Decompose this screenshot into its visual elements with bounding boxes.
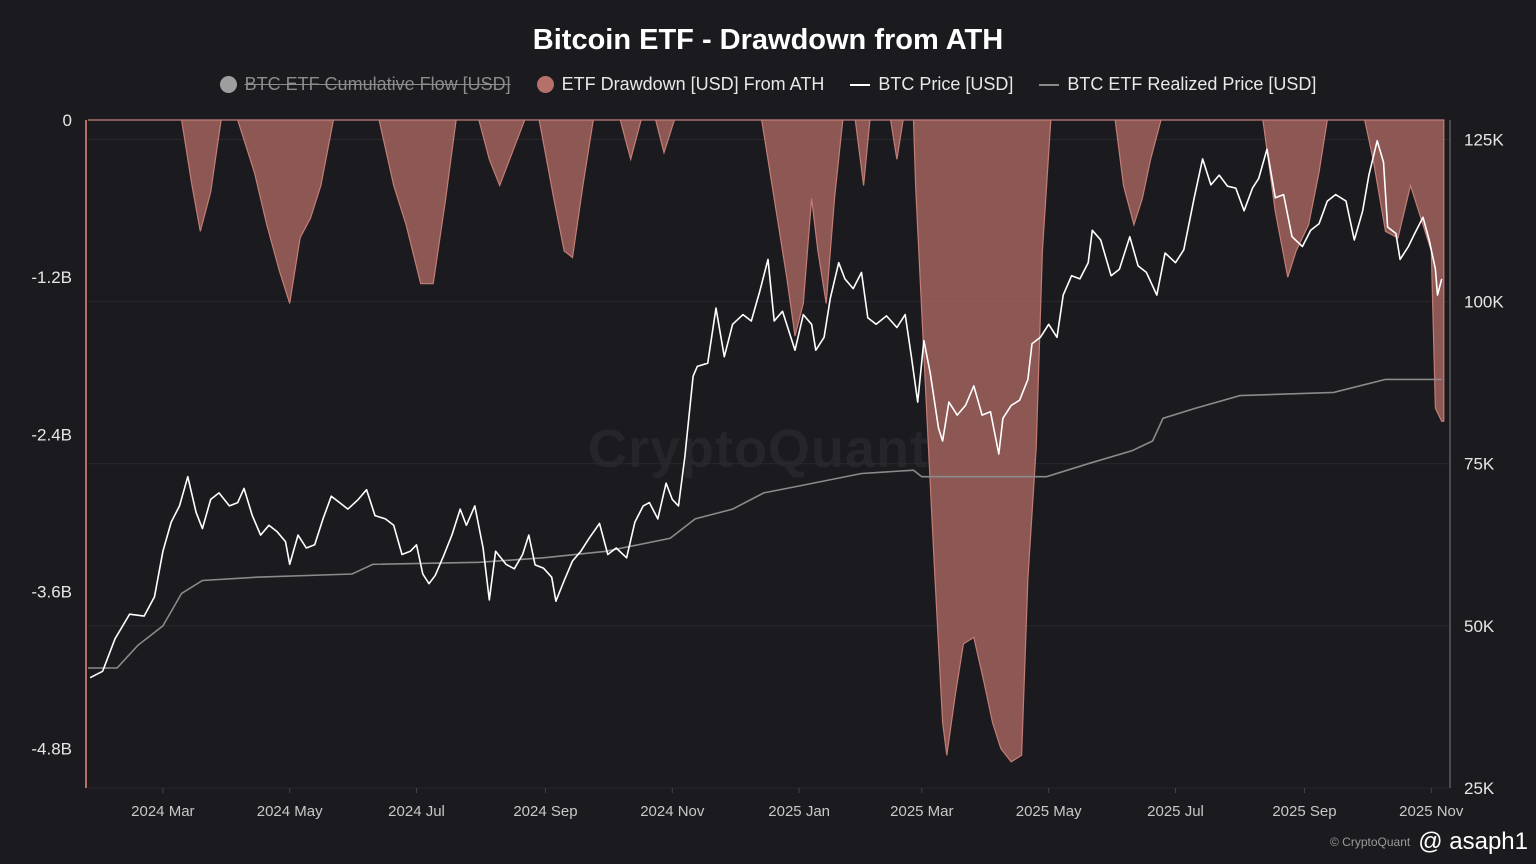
legend-label: ETF Drawdown [USD] From ATH bbox=[561, 74, 825, 94]
right-tick-label: 125K bbox=[1464, 130, 1504, 149]
credit: © CryptoQuant @ asaph1 bbox=[1330, 828, 1528, 856]
x-tick-label: 2025 Mar bbox=[890, 803, 953, 820]
drawdown-area bbox=[88, 119, 1445, 763]
left-tick-label: -2.4B bbox=[31, 425, 72, 444]
legend: BTC ETF Cumulative Flow [USD] ETF Drawdo… bbox=[0, 74, 1536, 95]
legend-label: BTC Price [USD] bbox=[878, 74, 1014, 94]
btc-price-line bbox=[89, 140, 1443, 679]
x-tick-label: 2025 May bbox=[1016, 803, 1082, 820]
credit-source: © CryptoQuant bbox=[1330, 835, 1411, 849]
legend-item-cumulative-flow[interactable]: BTC ETF Cumulative Flow [USD] bbox=[219, 74, 511, 95]
x-tick-label: 2024 May bbox=[257, 803, 323, 820]
legend-item-realized-price[interactable]: BTC ETF Realized Price [USD] bbox=[1039, 74, 1316, 95]
right-tick-label: 50K bbox=[1464, 617, 1495, 636]
x-tick-label: 2024 Nov bbox=[640, 803, 705, 820]
right-tick-label: 75K bbox=[1464, 455, 1495, 474]
legend-dot-icon bbox=[536, 76, 554, 93]
legend-line-icon bbox=[850, 83, 871, 86]
realized-price-line bbox=[88, 378, 1442, 669]
left-tick-label: -1.2B bbox=[31, 268, 72, 287]
watermark: CryptoQuant bbox=[588, 419, 929, 479]
left-tick-label: -4.8B bbox=[31, 740, 72, 759]
legend-item-drawdown[interactable]: ETF Drawdown [USD] From ATH bbox=[536, 74, 825, 95]
left-tick-label: -3.6B bbox=[31, 583, 72, 602]
left-tick-label: 0 bbox=[63, 111, 72, 130]
x-tick-label: 2024 Sep bbox=[513, 803, 577, 820]
right-tick-label: 25K bbox=[1464, 779, 1495, 798]
legend-line-icon bbox=[1039, 83, 1060, 86]
legend-label: BTC ETF Realized Price [USD] bbox=[1067, 74, 1317, 94]
x-tick-label: 2025 Jan bbox=[768, 803, 830, 820]
x-tick-label: 2025 Sep bbox=[1272, 803, 1336, 820]
legend-dot-icon bbox=[219, 76, 237, 93]
credit-handle: @ asaph1 bbox=[1418, 828, 1528, 855]
chart-title: Bitcoin ETF - Drawdown from ATH bbox=[532, 24, 1004, 56]
x-tick-label: 2025 Jul bbox=[1147, 803, 1204, 820]
right-tick-label: 100K bbox=[1464, 293, 1504, 312]
legend-label: BTC ETF Cumulative Flow [USD] bbox=[244, 74, 511, 94]
x-tick-label: 2024 Mar bbox=[131, 803, 194, 820]
legend-item-btc-price[interactable]: BTC Price [USD] bbox=[850, 74, 1013, 95]
x-tick-label: 2024 Jul bbox=[388, 803, 445, 820]
x-tick-label: 2025 Nov bbox=[1399, 803, 1464, 820]
